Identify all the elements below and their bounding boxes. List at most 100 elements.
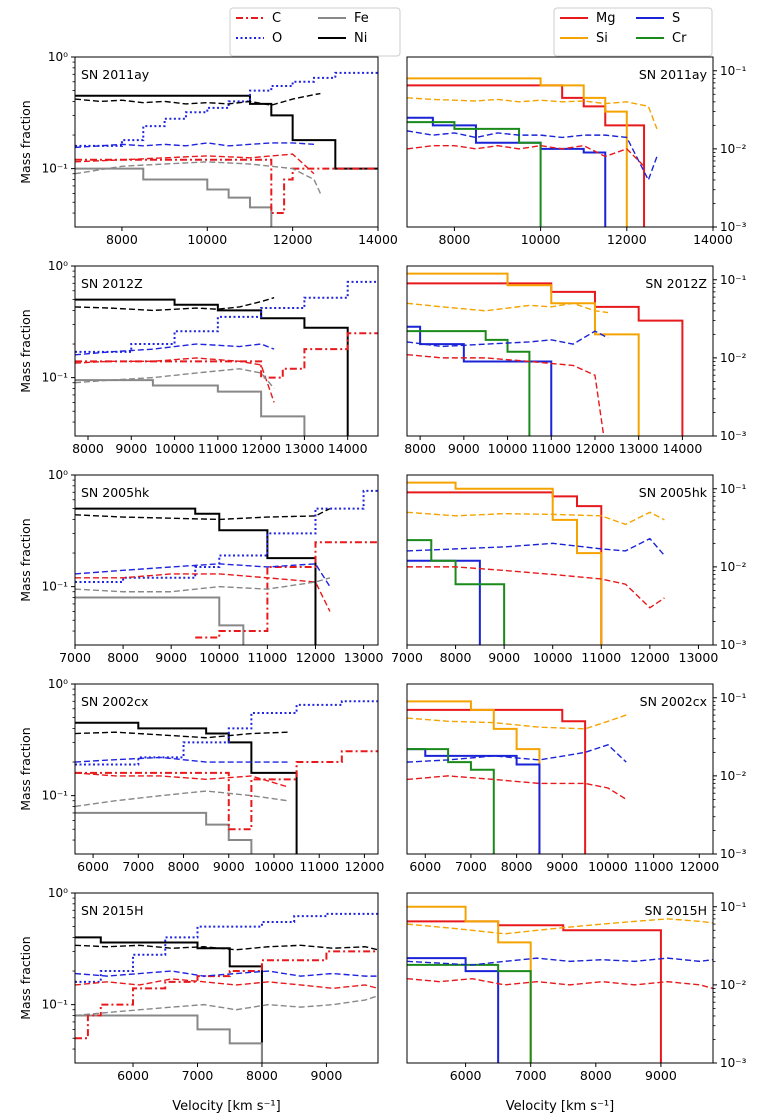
series-fe-model <box>75 577 331 593</box>
y-tick-label: 10⁻¹ <box>42 580 69 594</box>
x-tick-label: 9000 <box>155 650 187 665</box>
x-tick-label: 8000 <box>404 441 436 456</box>
series-o-model <box>75 142 315 149</box>
legend-frame <box>553 7 713 57</box>
series-c-step <box>75 950 378 1040</box>
sn-label: SN 2011ay <box>639 67 708 82</box>
series-fe-step <box>75 811 253 854</box>
series-c-step <box>75 332 378 379</box>
x-tick-label: 9000 <box>645 1068 677 1083</box>
series-s-model <box>407 130 658 182</box>
y-tick-label: 10⁻² <box>720 560 747 574</box>
panel-left-2: 8000 9000 10000 11000 12000 13000 14000 10⁰ 10⁻¹… <box>18 259 379 456</box>
series-s-model <box>407 743 627 763</box>
series-c-model <box>75 573 331 612</box>
x-tick-label: 12000 <box>630 650 670 665</box>
series-fe-step <box>75 379 306 436</box>
x-axis-title-left: Velocity [km s⁻¹] <box>172 1099 280 1114</box>
series-o-step <box>75 489 378 584</box>
x-tick-label: 10000 <box>588 859 628 874</box>
y-tick-label: 10⁻² <box>720 978 747 992</box>
series-c-model <box>75 772 288 788</box>
series-o-model <box>75 563 331 588</box>
x-tick-label: 6000 <box>409 859 441 874</box>
x-tick-label: 13000 <box>285 441 325 456</box>
x-tick-label: 13000 <box>679 650 719 665</box>
x-tick-label: 12000 <box>296 650 336 665</box>
x-tick-label: 9000 <box>546 859 578 874</box>
x-tick-label: 12000 <box>679 859 719 874</box>
series-ni-step <box>75 721 298 854</box>
series-o-model <box>75 970 378 977</box>
series-ni-step <box>75 298 349 436</box>
plot-frame <box>74 56 379 228</box>
series-c-step <box>75 158 378 215</box>
series-fe-model <box>75 368 275 389</box>
y-tick-label: 10⁻³ <box>720 638 747 652</box>
series-c-step <box>195 541 378 639</box>
series-o-model <box>75 756 288 763</box>
x-tick-label: 14000 <box>663 441 703 456</box>
legend-left: CO Fe Ni <box>229 7 401 57</box>
y-tick-label: 10⁻³ <box>720 220 747 234</box>
y-axis-title: Mass fraction <box>18 518 33 601</box>
series-si-model <box>407 97 658 130</box>
x-tick-label: 6000 <box>77 859 109 874</box>
y-axis-title: Mass fraction <box>18 309 33 392</box>
plot-frame <box>406 265 714 437</box>
plot-frame <box>74 683 379 855</box>
x-tick-label: 9000 <box>213 859 245 874</box>
panel-left-3: 7000 8000 9000 10000 11000 12000 13000 10⁰ 10⁻¹ S… <box>18 468 384 665</box>
sn-label: SN 2012Z <box>81 276 143 291</box>
series-cr-step <box>407 963 532 1063</box>
x-tick-label: 11000 <box>581 650 621 665</box>
legend-label-mg: Mg <box>596 11 615 26</box>
series-s-model <box>407 537 665 556</box>
x-tick-label: 9000 <box>311 1068 343 1083</box>
series-s-step <box>407 559 481 645</box>
x-tick-label: 8000 <box>72 441 104 456</box>
panel-left-1: 8000 10000 12000 14000 10⁰ 10⁻¹ SN 2011ay Mass … <box>18 50 398 247</box>
plot-frame <box>406 474 714 646</box>
x-tick-label: 10000 <box>187 232 227 247</box>
plot-frame <box>406 683 714 855</box>
series-s-step <box>407 748 541 854</box>
series-c-model <box>75 357 275 403</box>
series-ni-step <box>75 936 263 1063</box>
series-si-step <box>407 272 640 436</box>
series-fe-model <box>75 161 322 194</box>
plot-frame <box>74 265 379 437</box>
series-o-step <box>75 280 378 353</box>
plot-frame <box>74 474 379 646</box>
series-mg-model <box>407 144 645 167</box>
series-mg-step <box>407 84 646 227</box>
series-mg-model <box>407 566 665 609</box>
sn-label: SN 2002cx <box>640 694 707 709</box>
y-tick-label: 10⁰ <box>48 259 68 273</box>
x-tick-label: 8000 <box>107 650 139 665</box>
y-tick-label: 10⁻¹ <box>42 162 69 176</box>
y-tick-label: 10⁻² <box>720 142 747 156</box>
series-cr-step <box>407 121 542 227</box>
series-c-step <box>75 750 378 831</box>
y-tick-label: 10⁰ <box>48 677 68 691</box>
x-tick-label: 10000 <box>155 441 195 456</box>
x-tick-label: 8000 <box>580 1068 612 1083</box>
x-tick-label: 8000 <box>440 650 472 665</box>
legend-frame <box>229 7 401 57</box>
series-s-step <box>407 325 553 436</box>
x-tick-label: 10000 <box>254 859 294 874</box>
y-tick-label: 10⁰ <box>48 50 68 64</box>
series-ni-model <box>75 507 331 521</box>
series-mg-step <box>407 708 587 854</box>
series-fe-model <box>75 995 378 1017</box>
legend-label-o: O <box>272 31 282 46</box>
x-tick-label: 10000 <box>199 650 239 665</box>
legend-label-fe: Fe <box>354 11 369 26</box>
x-tick-label: 11000 <box>531 441 571 456</box>
y-tick-label: 10⁻¹ <box>42 789 69 803</box>
y-tick-label: 10⁻³ <box>720 429 747 443</box>
x-tick-label: 11000 <box>198 441 238 456</box>
x-tick-label: 12000 <box>273 232 313 247</box>
